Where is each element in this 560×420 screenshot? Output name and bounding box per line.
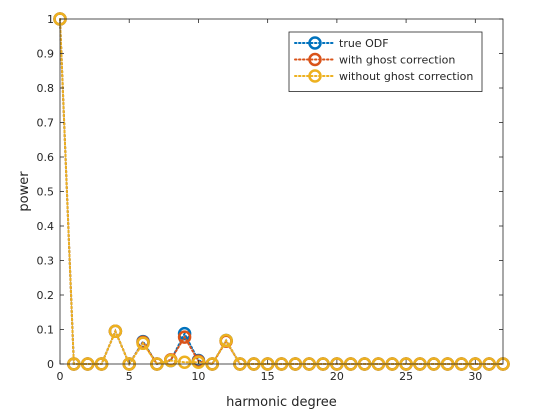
x-tick-label: 20 — [330, 370, 344, 383]
x-tick-label: 30 — [468, 370, 482, 383]
y-tick-label: 0 — [47, 358, 54, 371]
x-tick-label: 0 — [57, 370, 64, 383]
y-tick-label: 0.8 — [37, 82, 55, 95]
data-point — [136, 336, 150, 351]
y-tick-label: 0.1 — [37, 324, 55, 337]
legend-entry: without ghost correction — [294, 69, 473, 83]
y-tick-label: 0.6 — [37, 151, 55, 164]
y-tick-label: 1 — [47, 13, 54, 26]
x-tick-label: 5 — [126, 370, 133, 383]
y-axis-label: power — [17, 171, 32, 212]
legend-label: without ghost correction — [339, 70, 473, 83]
data-point — [191, 355, 206, 370]
y-tick-label: 0.9 — [37, 48, 55, 61]
tick-labels: 0 5 10 15 20 25 30 0 0.1 0.2 0.3 0.4 0.5 0.6 0.7 0.8 0.9… — [37, 13, 483, 383]
x-tick-label: 15 — [261, 370, 275, 383]
y-tick-label: 0.2 — [37, 289, 55, 302]
legend-entry: with ghost correction — [294, 52, 455, 67]
data-point — [177, 330, 192, 344]
data-point — [108, 324, 123, 338]
data-point — [219, 333, 233, 348]
x-tick-label: 10 — [191, 370, 205, 383]
legend-label: with ghost correction — [339, 54, 455, 67]
y-tick-label: 0.3 — [37, 255, 55, 268]
data-point — [164, 353, 178, 368]
data-point — [177, 355, 192, 370]
legend-marker — [308, 36, 322, 50]
legend-marker — [308, 52, 322, 67]
x-axis-label: harmonic degree — [226, 395, 337, 410]
legend-marker — [308, 69, 322, 83]
x-tick-label: 25 — [399, 370, 413, 383]
legend-label: true ODF — [339, 37, 389, 50]
y-tick-label: 0.4 — [37, 220, 55, 233]
axes — [59, 18, 504, 365]
y-tick-label: 0.5 — [37, 186, 55, 199]
y-tick-label: 0.7 — [37, 117, 55, 130]
legend: true ODF with ghost correction without gho… — [288, 31, 483, 92]
legend-entry: true ODF — [294, 36, 389, 50]
